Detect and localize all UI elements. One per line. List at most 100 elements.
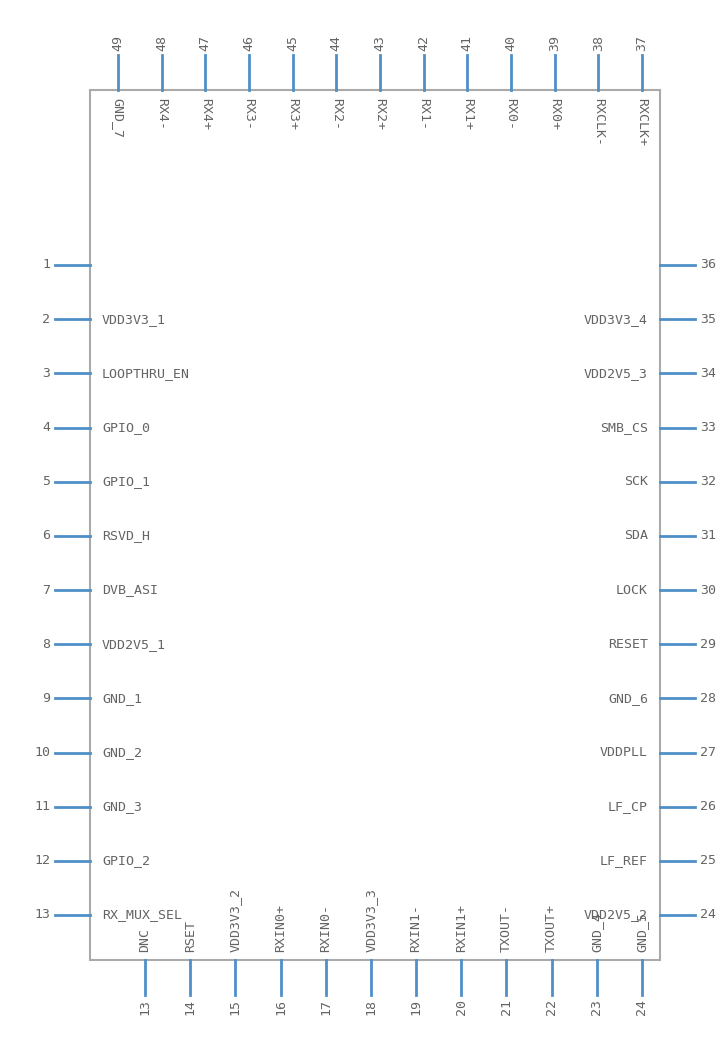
- Text: LF_REF: LF_REF: [600, 854, 648, 868]
- Text: 38: 38: [592, 35, 605, 51]
- Text: 17: 17: [319, 999, 332, 1016]
- Text: 8: 8: [42, 637, 50, 651]
- Text: RX0+: RX0+: [548, 99, 561, 130]
- Text: 46: 46: [242, 35, 256, 51]
- Text: 31: 31: [700, 529, 716, 542]
- Text: 41: 41: [461, 35, 474, 51]
- Text: 36: 36: [700, 259, 716, 271]
- Text: 12: 12: [34, 854, 50, 868]
- Text: 7: 7: [42, 584, 50, 596]
- Text: 32: 32: [700, 475, 716, 488]
- Text: 11: 11: [34, 801, 50, 813]
- Text: RX4+: RX4+: [199, 99, 212, 130]
- Text: DNC: DNC: [138, 927, 151, 952]
- Text: 10: 10: [34, 746, 50, 759]
- Text: 19: 19: [410, 999, 422, 1016]
- Text: 4: 4: [42, 421, 50, 434]
- Text: GND_6: GND_6: [608, 692, 648, 705]
- Text: 48: 48: [155, 35, 168, 51]
- Text: RX4-: RX4-: [155, 99, 168, 130]
- Text: 6: 6: [42, 529, 50, 542]
- Text: 14: 14: [183, 999, 197, 1016]
- Text: 29: 29: [700, 637, 716, 651]
- Text: RXIN1+: RXIN1+: [455, 904, 468, 952]
- Text: 24: 24: [700, 909, 716, 921]
- Text: 37: 37: [636, 35, 649, 51]
- Text: VDDPLL: VDDPLL: [600, 746, 648, 759]
- Text: TXOUT-: TXOUT-: [500, 904, 513, 952]
- Text: 42: 42: [417, 35, 430, 51]
- Text: VDD3V3_1: VDD3V3_1: [102, 312, 166, 326]
- Text: RX2-: RX2-: [330, 99, 343, 130]
- Text: 15: 15: [229, 999, 242, 1016]
- Text: 40: 40: [505, 35, 518, 51]
- Text: 1: 1: [42, 259, 50, 271]
- Text: RX3+: RX3+: [286, 99, 299, 130]
- Text: 33: 33: [700, 421, 716, 434]
- Text: 26: 26: [700, 801, 716, 813]
- Text: 3: 3: [42, 367, 50, 379]
- Text: GPIO_1: GPIO_1: [102, 475, 150, 488]
- Text: 34: 34: [700, 367, 716, 379]
- Text: RX1+: RX1+: [461, 99, 474, 130]
- Text: 13: 13: [138, 999, 151, 1016]
- Text: 39: 39: [548, 35, 561, 51]
- Text: GPIO_2: GPIO_2: [102, 854, 150, 868]
- Text: 9: 9: [42, 692, 50, 705]
- Text: RSVD_H: RSVD_H: [102, 529, 150, 542]
- Text: DVB_ASI: DVB_ASI: [102, 584, 158, 596]
- Text: GND_2: GND_2: [102, 746, 142, 759]
- Text: VDD2V5_2: VDD2V5_2: [584, 909, 648, 921]
- Text: RXCLK+: RXCLK+: [636, 99, 649, 146]
- Text: GND_4: GND_4: [590, 912, 604, 952]
- Text: RESET: RESET: [608, 637, 648, 651]
- Text: RXCLK-: RXCLK-: [592, 99, 605, 146]
- Text: 27: 27: [700, 746, 716, 759]
- Text: VDD3V3_3: VDD3V3_3: [365, 888, 377, 952]
- Text: 2: 2: [42, 312, 50, 326]
- Text: 45: 45: [286, 35, 299, 51]
- Text: RX1-: RX1-: [417, 99, 430, 130]
- Text: LOCK: LOCK: [616, 584, 648, 596]
- Text: GND_3: GND_3: [102, 801, 142, 813]
- Text: 44: 44: [330, 35, 343, 51]
- Text: 35: 35: [700, 312, 716, 326]
- Text: VDD2V5_3: VDD2V5_3: [584, 367, 648, 379]
- Text: SMB_CS: SMB_CS: [600, 421, 648, 434]
- Bar: [90, 90, 660, 960]
- Text: 22: 22: [545, 999, 558, 1016]
- Text: 49: 49: [111, 35, 124, 51]
- Text: TXOUT+: TXOUT+: [545, 904, 558, 952]
- Text: 13: 13: [34, 909, 50, 921]
- Text: 16: 16: [274, 999, 287, 1016]
- Text: 30: 30: [700, 584, 716, 596]
- Text: GND_1: GND_1: [102, 692, 142, 705]
- Text: LOOPTHRU_EN: LOOPTHRU_EN: [102, 367, 190, 379]
- Text: RX0-: RX0-: [505, 99, 518, 130]
- Text: LF_CP: LF_CP: [608, 801, 648, 813]
- Text: RXIN1-: RXIN1-: [410, 904, 422, 952]
- Text: GND_7: GND_7: [111, 99, 124, 138]
- Text: RX3-: RX3-: [242, 99, 256, 130]
- Text: 20: 20: [455, 999, 468, 1016]
- Text: 18: 18: [365, 999, 377, 1016]
- Text: 5: 5: [42, 475, 50, 488]
- Text: 28: 28: [700, 692, 716, 705]
- Text: 47: 47: [199, 35, 212, 51]
- Text: RXIN0-: RXIN0-: [319, 904, 332, 952]
- Text: 21: 21: [500, 999, 513, 1016]
- Text: VDD3V3_2: VDD3V3_2: [229, 888, 242, 952]
- Text: 25: 25: [700, 854, 716, 868]
- Text: SDA: SDA: [624, 529, 648, 542]
- Text: GND_5: GND_5: [636, 912, 649, 952]
- Text: 23: 23: [590, 999, 604, 1016]
- Text: 24: 24: [636, 999, 649, 1016]
- Text: VDD3V3_4: VDD3V3_4: [584, 312, 648, 326]
- Text: VDD2V5_1: VDD2V5_1: [102, 637, 166, 651]
- Text: SCK: SCK: [624, 475, 648, 488]
- Text: RXIN0+: RXIN0+: [274, 904, 287, 952]
- Text: GPIO_0: GPIO_0: [102, 421, 150, 434]
- Text: 43: 43: [373, 35, 387, 51]
- Text: RX_MUX_SEL: RX_MUX_SEL: [102, 909, 182, 921]
- Text: RX2+: RX2+: [373, 99, 387, 130]
